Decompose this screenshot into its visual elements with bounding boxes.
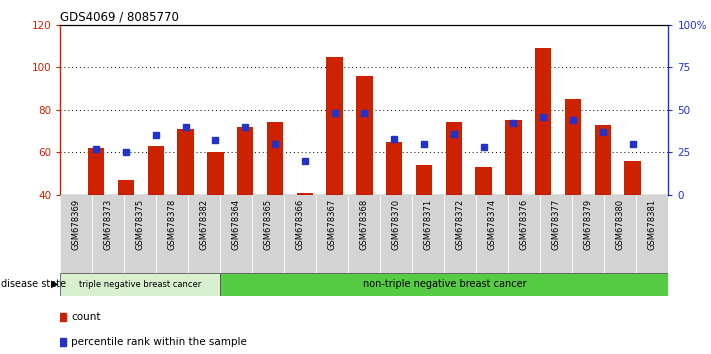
Bar xyxy=(565,99,581,195)
Bar xyxy=(412,195,444,273)
Text: GSM678367: GSM678367 xyxy=(328,199,337,250)
Bar xyxy=(446,122,462,195)
Bar xyxy=(188,195,220,273)
Bar xyxy=(508,195,540,273)
Text: GSM678376: GSM678376 xyxy=(520,199,529,250)
Bar xyxy=(476,167,492,195)
Bar xyxy=(624,161,641,195)
Bar xyxy=(444,195,476,273)
Text: GSM678365: GSM678365 xyxy=(264,199,273,250)
Bar xyxy=(594,125,611,195)
Text: GSM678374: GSM678374 xyxy=(488,199,497,250)
Bar xyxy=(572,195,604,273)
Text: GSM678375: GSM678375 xyxy=(136,199,145,250)
Bar xyxy=(124,195,156,273)
Bar xyxy=(636,195,668,273)
Bar xyxy=(540,195,572,273)
Bar xyxy=(220,273,668,296)
Bar xyxy=(207,152,224,195)
Bar xyxy=(296,193,313,195)
Text: GSM678370: GSM678370 xyxy=(392,199,401,250)
Text: GSM678380: GSM678380 xyxy=(616,199,625,250)
Text: count: count xyxy=(71,312,100,322)
Bar xyxy=(148,146,164,195)
Text: GSM678369: GSM678369 xyxy=(72,199,81,250)
Bar xyxy=(252,195,284,273)
Text: GSM678373: GSM678373 xyxy=(104,199,113,250)
Bar xyxy=(604,195,636,273)
Text: GSM678372: GSM678372 xyxy=(456,199,465,250)
Text: GSM678368: GSM678368 xyxy=(360,199,369,250)
Text: GSM678377: GSM678377 xyxy=(552,199,561,250)
Text: GSM678364: GSM678364 xyxy=(232,199,241,250)
Bar xyxy=(476,195,508,273)
Text: percentile rank within the sample: percentile rank within the sample xyxy=(71,337,247,347)
Text: disease state: disease state xyxy=(1,279,66,289)
Text: GDS4069 / 8085770: GDS4069 / 8085770 xyxy=(60,11,179,24)
Bar xyxy=(118,180,134,195)
Text: ▶: ▶ xyxy=(51,279,59,289)
Bar xyxy=(92,195,124,273)
Text: GSM678379: GSM678379 xyxy=(584,199,593,250)
Text: triple negative breast cancer: triple negative breast cancer xyxy=(80,280,201,289)
Text: GSM678371: GSM678371 xyxy=(424,199,433,250)
Bar xyxy=(535,48,551,195)
Bar xyxy=(220,195,252,273)
Text: non-triple negative breast cancer: non-triple negative breast cancer xyxy=(363,279,526,289)
Bar xyxy=(156,195,188,273)
Bar xyxy=(267,122,283,195)
Bar xyxy=(386,142,402,195)
Bar xyxy=(326,57,343,195)
Bar xyxy=(348,195,380,273)
Bar xyxy=(380,195,412,273)
Bar xyxy=(60,273,220,296)
Text: GSM678378: GSM678378 xyxy=(168,199,177,250)
Text: GSM678381: GSM678381 xyxy=(648,199,657,250)
Bar xyxy=(60,195,92,273)
Bar xyxy=(178,129,194,195)
Bar xyxy=(284,195,316,273)
Text: GSM678382: GSM678382 xyxy=(200,199,209,250)
Bar xyxy=(88,148,105,195)
Bar xyxy=(237,127,253,195)
Bar xyxy=(505,120,522,195)
Bar xyxy=(416,165,432,195)
Text: GSM678366: GSM678366 xyxy=(296,199,305,250)
Bar xyxy=(316,195,348,273)
Bar xyxy=(356,76,373,195)
